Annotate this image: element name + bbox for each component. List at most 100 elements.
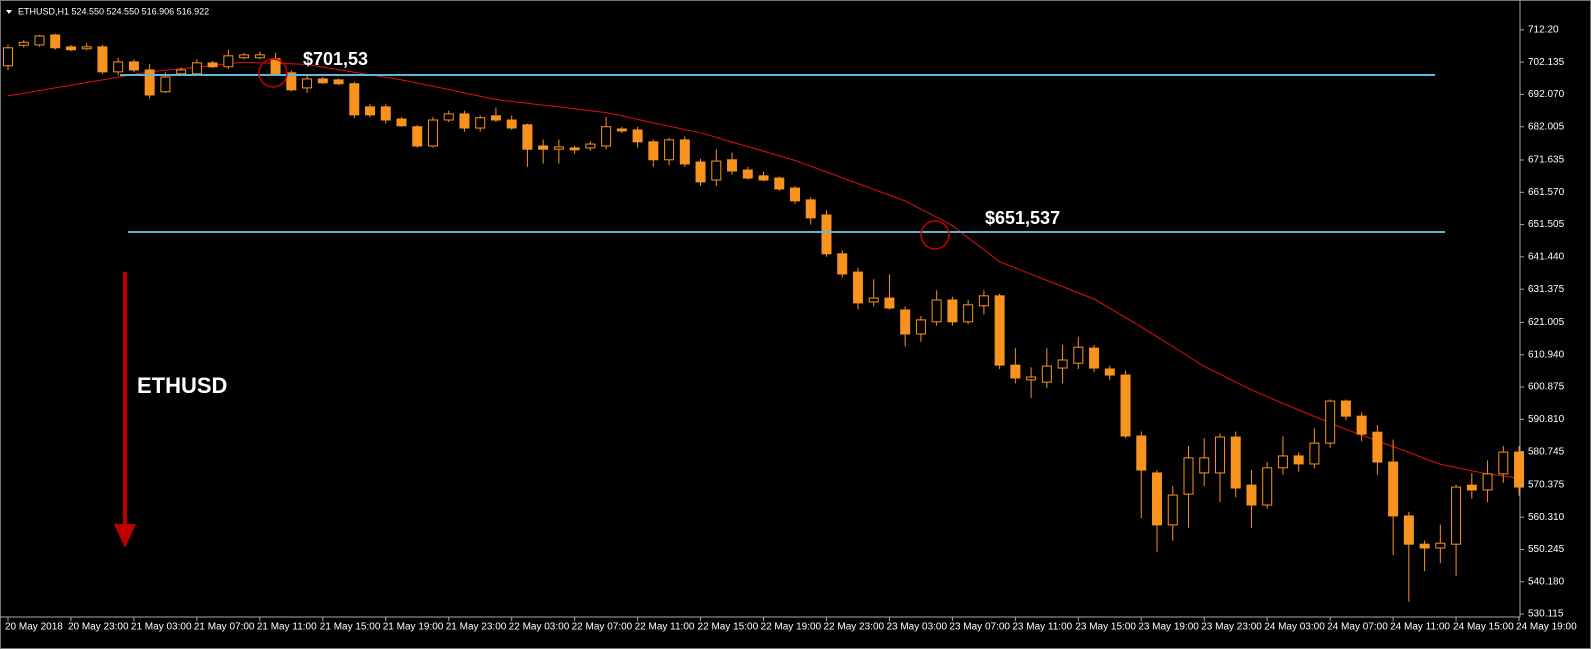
y-tick-label: 671.635 [1528,155,1565,166]
candle-body-bull [302,78,313,89]
candle-body-bear [884,297,895,309]
candle-body-bear [1230,436,1241,489]
highlight-circle [920,220,950,250]
y-tick-label: 550.245 [1528,544,1565,555]
candle-body-bear [742,169,753,179]
candle-body-bear [821,214,832,255]
candle-body-bull [601,126,612,147]
candle-body-bull [1167,494,1178,526]
x-tick-label: 21 May 19:00 [383,622,444,633]
y-tick-label: 712.20 [1528,24,1559,35]
candle-body-bear [679,139,690,165]
candle-body-bear [50,34,61,49]
candle-body-bull [34,35,45,46]
candle-body-bear [1356,415,1367,435]
candle-body-bear [1514,451,1525,488]
x-tick-label: 22 May 15:00 [698,622,759,633]
candle-body-bear [1010,364,1021,379]
plot-area [3,33,1525,602]
candle-body-bull [223,55,234,68]
y-tick-label: 702.135 [1528,57,1565,68]
candle-body-bull [1199,457,1210,474]
x-tick-label: 21 May 03:00 [131,622,192,633]
annotation: $651,537 [985,208,1060,228]
candle-body-bear [459,113,470,129]
candle-body-bull [978,295,989,307]
candle-body-bear [805,199,816,219]
candle-body-bear [1466,484,1477,491]
candle-body-bear [1419,543,1430,549]
y-tick-label: 641.440 [1528,252,1565,263]
candle-body-bear [144,69,155,96]
x-tick-label: 21 May 07:00 [194,622,255,633]
y-tick-label: 651.505 [1528,219,1565,230]
candle-body-bull [1041,365,1052,383]
y-tick-label: 560.310 [1528,512,1565,523]
y-tick-label: 692.070 [1528,89,1565,100]
x-tick-label: 20 May 23:00 [68,622,129,633]
candle-body-bull [1325,400,1336,444]
candle-body-bear [365,106,376,116]
candle-body-bull [160,76,171,93]
candle-body-bear [1388,461,1399,517]
candle-body-bear [65,46,76,51]
x-tick-label: 21 May 23:00 [446,622,507,633]
y-tick-label: 631.375 [1528,284,1565,295]
candle-body-bear [1089,347,1100,369]
y-tick-label: 540.180 [1528,576,1565,587]
y-tick-label: 570.375 [1528,480,1565,491]
candle-body-bear [1120,374,1131,437]
candle-body-bear [837,253,848,275]
candle-body-bear [994,295,1005,366]
candle-body-bear [1372,431,1383,463]
candle-body-bull [176,69,187,75]
candle-body-bear [1403,515,1414,545]
candle-body-bear [538,145,549,150]
candle-body-bull [1451,486,1462,545]
candle-body-bull [553,146,564,150]
x-tick-label: 22 May 11:00 [635,622,695,633]
x-tick-label: 20 May 2018 [5,622,63,633]
candle-body-bull [113,61,124,73]
candle-body-bull [1183,457,1194,495]
candle-body-bear [852,271,863,304]
y-tick-label: 580.745 [1528,446,1565,457]
x-tick-label: 22 May 07:00 [572,622,633,633]
candle-body-bear [1104,368,1115,376]
candle-body-bull [868,297,879,303]
menu-triangle [6,10,12,14]
candle-body-bull [3,47,13,67]
x-tick-label: 23 May 03:00 [886,622,947,633]
candle-body-bear [616,128,627,132]
x-tick-label: 24 May 11:00 [1390,622,1450,633]
candle-body-bear [569,147,580,151]
highlight-circle [258,58,288,88]
y-tick-label: 610.940 [1528,349,1565,360]
y-tick-label: 600.875 [1528,382,1565,393]
candle-body-bull [254,54,265,59]
x-tick-label: 21 May 15:00 [320,622,381,633]
x-tick-label: 23 May 15:00 [1075,622,1136,633]
candle-body-bear [333,79,344,85]
candle-body-bull [1262,467,1273,506]
candle-body-bear [695,161,706,183]
moving-average [7,61,1520,479]
candle-body-bear [1136,435,1147,471]
x-tick-label: 24 May 07:00 [1327,622,1388,633]
candle-body-bear [490,115,501,121]
candle-body-bull [239,54,250,59]
x-tick-label: 23 May 11:00 [1012,622,1072,633]
candle-body-bear [632,129,643,143]
candle-body-bear [1293,455,1304,465]
candle-body-bear [380,106,391,121]
y-tick-label: 682.005 [1528,121,1565,132]
candle-body-bear [97,46,108,73]
candle-body-bull [664,139,675,161]
x-tick-label: 22 May 03:00 [509,622,570,633]
candle-body-bear [1246,484,1257,506]
x-tick-label: 23 May 23:00 [1201,622,1262,633]
candle-body-bear [774,177,785,190]
candle-body-bear [758,175,769,181]
